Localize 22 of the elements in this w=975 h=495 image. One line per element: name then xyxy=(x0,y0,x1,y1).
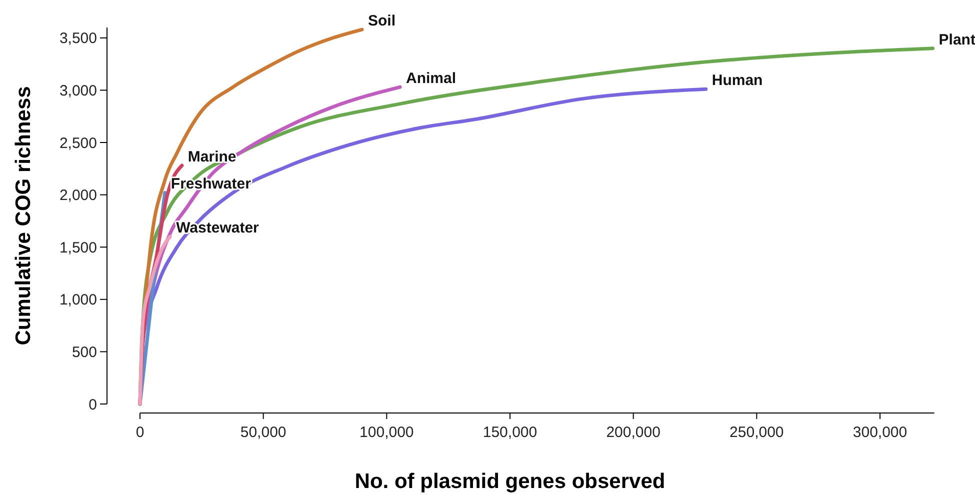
y-tick-label: 1,500 xyxy=(59,239,97,256)
series-label: Animal xyxy=(406,70,456,88)
x-tick-label: 200,000 xyxy=(606,424,660,441)
y-axis-title: Cumulative COG richness xyxy=(12,86,35,346)
series-label: Human xyxy=(712,72,763,90)
series-label: Plant xyxy=(938,31,975,48)
x-tick-label: 150,000 xyxy=(482,424,538,441)
x-axis-title: No. of plasmid genes observed xyxy=(354,470,666,493)
x-tick-label: 100,000 xyxy=(360,424,414,441)
x-tick-label: 300,000 xyxy=(852,424,908,441)
y-tick-label: 500 xyxy=(72,344,97,361)
line-series xyxy=(138,234,172,406)
y-tick-label: 2,000 xyxy=(59,187,97,204)
x-tick-label: 50,000 xyxy=(240,424,286,441)
y-tick-label: 3,000 xyxy=(59,82,97,100)
y-tick-label: 1,000 xyxy=(59,292,97,309)
series-label: Soil xyxy=(368,12,396,30)
y-tick-label: 0 xyxy=(88,396,97,414)
y-tick-label: 3,500 xyxy=(59,30,97,48)
y-tick-label: 2,500 xyxy=(59,134,97,152)
x-tick-label: 250,000 xyxy=(730,424,784,441)
x-tick-label: 0 xyxy=(136,424,144,441)
